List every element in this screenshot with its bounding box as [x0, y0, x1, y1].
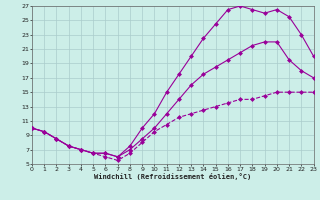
X-axis label: Windchill (Refroidissement éolien,°C): Windchill (Refroidissement éolien,°C): [94, 173, 252, 180]
